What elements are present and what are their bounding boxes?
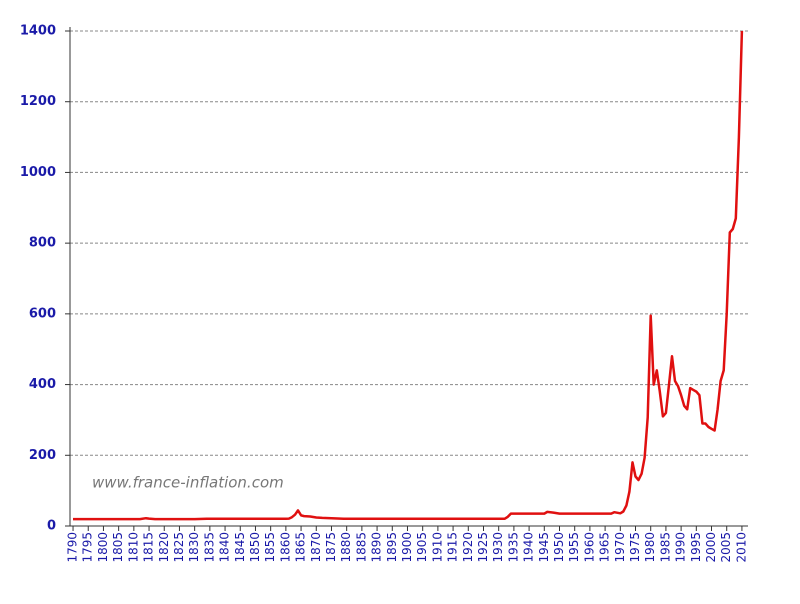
y-tick-label: 1400 [20, 24, 56, 39]
x-tick-label: 1795 [81, 532, 95, 563]
x-tick-label: 1875 [324, 532, 338, 563]
x-tick-label: 1870 [309, 532, 323, 563]
x-tick-label: 1855 [263, 532, 277, 563]
x-tick-label: 1825 [172, 532, 186, 563]
x-tick-label: 1970 [613, 532, 627, 563]
x-tick-label: 1930 [491, 532, 505, 563]
x-tick-label: 1995 [689, 532, 703, 563]
x-tick-label: 1980 [643, 532, 657, 563]
x-tick-label: 1805 [111, 532, 125, 563]
x-tick-label: 1830 [187, 532, 201, 563]
x-tick-label: 1920 [461, 532, 475, 563]
x-tick-label: 1965 [598, 532, 612, 563]
x-tick-label: 1860 [278, 532, 292, 563]
x-tick-label: 1815 [142, 532, 156, 563]
data-line [73, 30, 744, 521]
x-tick-label: 1950 [552, 532, 566, 563]
x-tick-label: 1900 [400, 532, 414, 563]
x-tick-label: 1905 [415, 532, 429, 563]
x-tick-label: 2010 [734, 532, 748, 563]
y-tick-label: 0 [47, 519, 56, 534]
x-tick-label: 1925 [476, 532, 490, 563]
x-tick-label: 2000 [704, 532, 718, 563]
x-tick-label: 1935 [506, 532, 520, 563]
x-tick-label: 1975 [628, 532, 642, 563]
y-tick-label: 1000 [20, 165, 56, 180]
y-tick-label: 800 [29, 236, 56, 251]
x-tick-label: 1800 [96, 532, 110, 563]
y-tick-label: 1200 [20, 94, 56, 109]
x-tick-label: 1850 [248, 532, 262, 563]
x-tick-label: 1810 [126, 532, 140, 563]
x-tick-label: 1985 [658, 532, 672, 563]
x-tick-label: 1940 [522, 532, 536, 563]
x-tick-label: 1835 [202, 532, 216, 563]
x-tick-label: 1890 [370, 532, 384, 563]
y-tick-label: 600 [29, 306, 56, 321]
x-tick-label: 1880 [339, 532, 353, 563]
x-tick-label: 1885 [354, 532, 368, 563]
watermark: www.france-inflation.com [92, 474, 284, 492]
x-tick-label: 1990 [674, 532, 688, 563]
y-tick-label: 400 [29, 377, 56, 392]
x-tick-label: 2005 [719, 532, 733, 563]
x-tick-label: 1840 [218, 532, 232, 563]
x-tick-label: 1915 [446, 532, 460, 563]
y-tick-label: 200 [29, 448, 56, 463]
x-tick-label: 1790 [66, 532, 80, 563]
x-tick-label: 1895 [385, 532, 399, 563]
x-tick-label: 1820 [157, 532, 171, 563]
x-tick-label: 1865 [294, 532, 308, 563]
x-tick-label: 1845 [233, 532, 247, 563]
x-tick-label: 1960 [582, 532, 596, 563]
x-tick-label: 1910 [430, 532, 444, 563]
x-tick-label: 1955 [567, 532, 581, 563]
x-tick-label: 1945 [537, 532, 551, 563]
